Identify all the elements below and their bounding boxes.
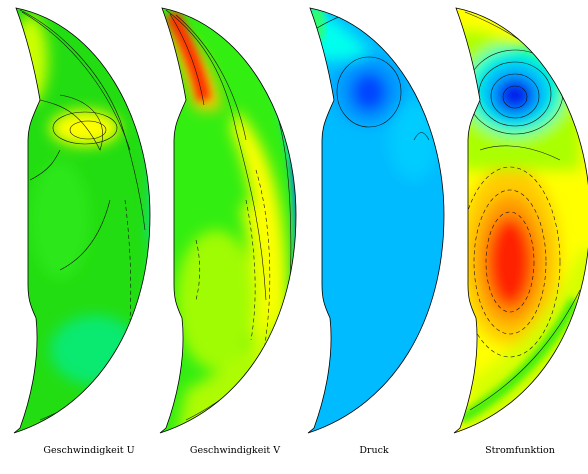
- panel-geschwindigkeit-u: Geschwindigkeit U: [13, 7, 151, 456]
- panel-stromfunktion: Stromfunktion: [453, 7, 588, 456]
- panel-label: Stromfunktion: [485, 445, 555, 456]
- panel-label: Druck: [359, 445, 389, 456]
- panel-label: Geschwindigkeit V: [190, 445, 280, 456]
- panel-label: Geschwindigkeit U: [43, 445, 134, 456]
- panel-druck: Druck: [307, 7, 445, 456]
- panel-geschwindigkeit-v: Geschwindigkeit V: [159, 7, 297, 456]
